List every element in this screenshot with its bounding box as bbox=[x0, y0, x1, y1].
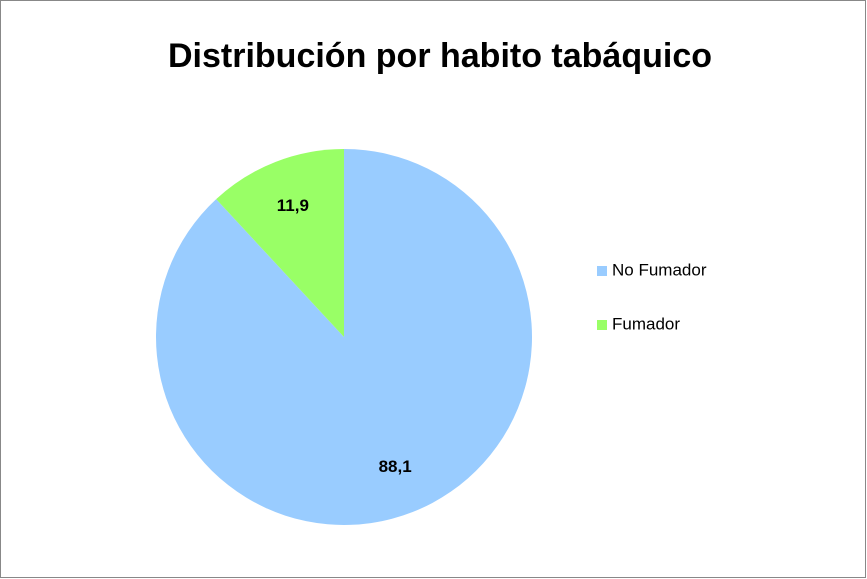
data-label: 11,9 bbox=[277, 196, 309, 215]
legend-swatch bbox=[597, 320, 607, 330]
legend-label: Fumador bbox=[612, 314, 680, 333]
legend-swatch bbox=[597, 266, 607, 276]
chart-title: Distribución por habito tabáquico bbox=[168, 37, 712, 75]
data-label: 88,1 bbox=[379, 457, 412, 476]
legend-label: No Fumador bbox=[612, 260, 707, 279]
pie-slice bbox=[216, 149, 344, 337]
